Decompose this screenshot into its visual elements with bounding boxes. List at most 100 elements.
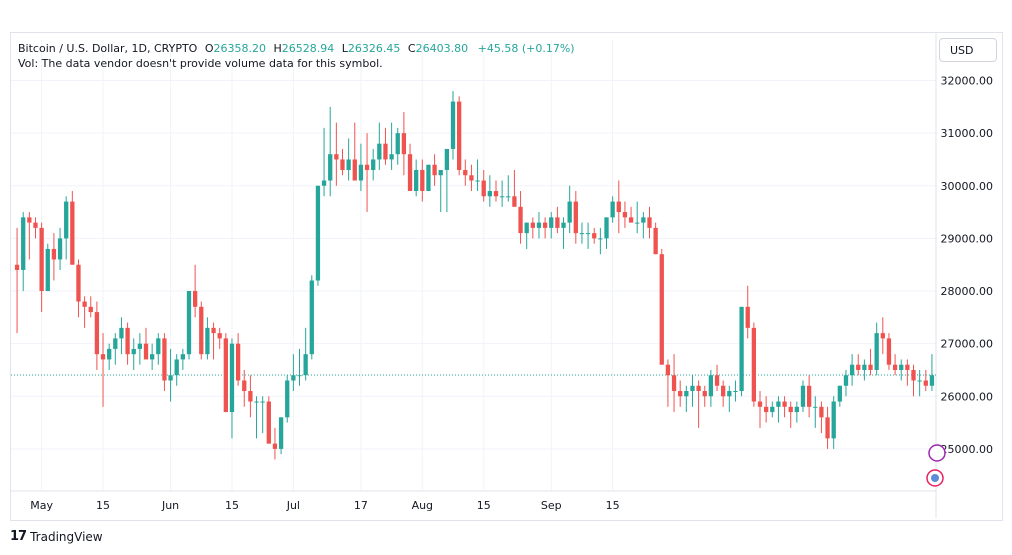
candle[interactable]: [592, 227, 597, 244]
candle[interactable]: [174, 354, 179, 386]
candle[interactable]: [180, 348, 185, 370]
candle[interactable]: [401, 112, 407, 176]
candle[interactable]: [137, 333, 143, 365]
candle[interactable]: [364, 133, 370, 213]
candle[interactable]: [51, 233, 57, 281]
tradingview-brand[interactable]: 17 TradingView: [10, 529, 103, 544]
candle[interactable]: [573, 191, 578, 244]
candle[interactable]: [229, 338, 235, 439]
candle[interactable]: [481, 169, 486, 202]
candle[interactable]: [794, 401, 799, 423]
candle[interactable]: [334, 122, 339, 186]
candle[interactable]: [223, 333, 228, 413]
candle[interactable]: [328, 106, 333, 197]
candle[interactable]: [192, 264, 198, 318]
candle[interactable]: [33, 217, 38, 239]
candle[interactable]: [518, 191, 523, 244]
candle[interactable]: [217, 327, 222, 349]
candle[interactable]: [254, 396, 259, 439]
candle[interactable]: [659, 248, 664, 365]
currency-button[interactable]: USD: [939, 38, 997, 62]
candle[interactable]: [119, 317, 124, 355]
candle[interactable]: [457, 96, 462, 176]
candle[interactable]: [352, 122, 357, 181]
candle[interactable]: [843, 369, 849, 397]
candle[interactable]: [635, 201, 640, 234]
candle[interactable]: [297, 348, 302, 386]
candle[interactable]: [512, 169, 517, 207]
candle[interactable]: [76, 259, 81, 318]
candle[interactable]: [309, 275, 314, 360]
candle[interactable]: [377, 122, 382, 170]
candle[interactable]: [444, 148, 450, 213]
candle[interactable]: [776, 396, 781, 423]
candle[interactable]: [665, 359, 671, 407]
candle[interactable]: [892, 354, 898, 376]
candle[interactable]: [604, 217, 609, 249]
candle[interactable]: [727, 385, 732, 413]
candle[interactable]: [800, 380, 806, 413]
candle[interactable]: [113, 333, 118, 365]
candle[interactable]: [420, 159, 425, 202]
candle[interactable]: [150, 343, 155, 370]
candle[interactable]: [555, 206, 560, 234]
candle[interactable]: [899, 359, 904, 381]
candle[interactable]: [45, 243, 50, 292]
candle[interactable]: [414, 159, 419, 197]
candle[interactable]: [469, 164, 474, 192]
candle[interactable]: [702, 385, 707, 407]
candle[interactable]: [303, 327, 308, 381]
candle[interactable]: [321, 127, 327, 197]
candle[interactable]: [205, 317, 210, 360]
candle[interactable]: [530, 217, 535, 239]
candle[interactable]: [745, 285, 750, 339]
candle[interactable]: [21, 212, 26, 292]
candle[interactable]: [831, 396, 836, 449]
candle[interactable]: [499, 180, 505, 207]
candle[interactable]: [107, 343, 112, 370]
candle[interactable]: [641, 212, 646, 239]
candle[interactable]: [57, 227, 63, 270]
symbol-title[interactable]: Bitcoin / U.S. Dollar, 1D, CRYPTO: [18, 42, 198, 55]
candle[interactable]: [14, 227, 20, 334]
candle[interactable]: [739, 306, 744, 397]
candle[interactable]: [100, 333, 106, 407]
candle[interactable]: [757, 391, 763, 428]
candle[interactable]: [199, 301, 204, 360]
candle[interactable]: [39, 222, 44, 313]
candle[interactable]: [186, 291, 192, 360]
candle[interactable]: [383, 127, 388, 165]
candle[interactable]: [358, 143, 364, 192]
candle[interactable]: [542, 217, 548, 239]
candle[interactable]: [782, 396, 787, 418]
candle[interactable]: [143, 327, 149, 360]
candle[interactable]: [849, 354, 855, 386]
candle[interactable]: [825, 406, 830, 449]
candle[interactable]: [211, 322, 216, 360]
candle[interactable]: [616, 180, 621, 234]
candle[interactable]: [475, 159, 480, 192]
candle[interactable]: [819, 401, 824, 434]
candle[interactable]: [733, 380, 738, 402]
candle[interactable]: [248, 375, 253, 418]
candle[interactable]: [82, 296, 87, 328]
candle[interactable]: [628, 206, 634, 223]
candle[interactable]: [696, 380, 701, 428]
candle[interactable]: [886, 333, 892, 370]
candle[interactable]: [684, 385, 689, 413]
candle[interactable]: [770, 401, 775, 418]
candle[interactable]: [671, 354, 677, 413]
candle[interactable]: [426, 164, 431, 192]
candle[interactable]: [917, 369, 922, 397]
candle[interactable]: [88, 296, 93, 318]
candle[interactable]: [647, 206, 652, 239]
candle[interactable]: [678, 380, 683, 407]
candle[interactable]: [837, 385, 842, 407]
candle[interactable]: [162, 333, 167, 392]
candle[interactable]: [610, 196, 615, 223]
candle[interactable]: [371, 148, 376, 181]
candle[interactable]: [653, 222, 658, 255]
candle[interactable]: [524, 222, 529, 249]
candle[interactable]: [291, 354, 296, 392]
candle[interactable]: [813, 396, 818, 428]
